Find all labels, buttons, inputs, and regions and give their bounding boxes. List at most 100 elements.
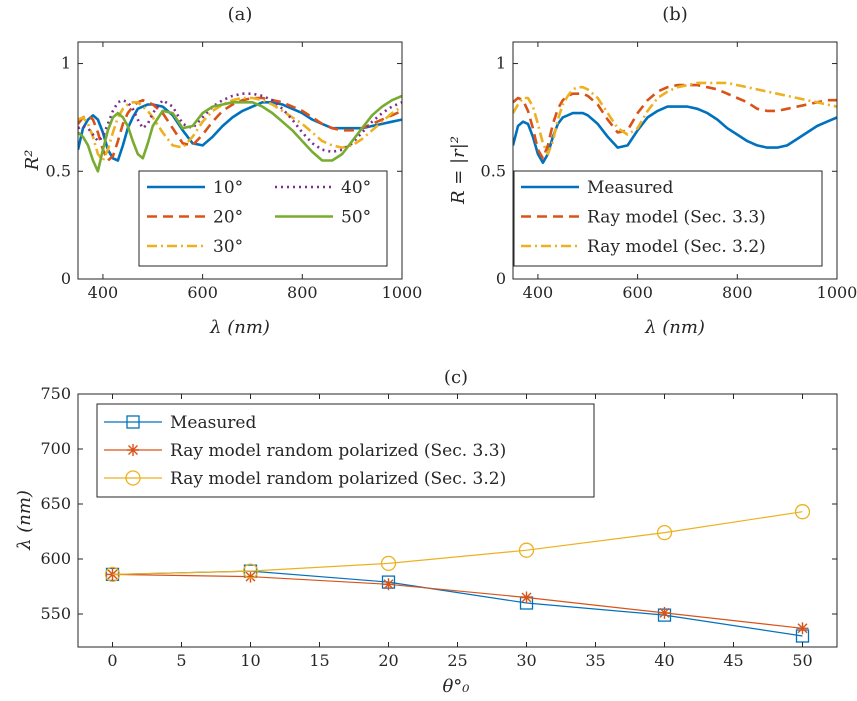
y-tick-label: 0.5 (46, 161, 71, 180)
legend-label: 40° (341, 178, 371, 198)
panel-a-y-axis: 00.51 (46, 54, 402, 288)
x-tick: 1000 (382, 42, 422, 302)
x-tick: 1000 (817, 42, 857, 302)
x-tick-label: 800 (287, 283, 318, 302)
y-tick-label: 1 (61, 54, 71, 73)
x-tick-label: 40 (654, 651, 674, 670)
panel-b-y-label: R = |r|² (448, 136, 469, 205)
x-tick-label: 1000 (817, 283, 857, 302)
legend-marker (127, 444, 139, 456)
x-tick-label: 800 (722, 283, 753, 302)
data-point-marker (380, 555, 397, 572)
panel-c-x-label: θ°₀ (442, 676, 469, 697)
panel-c-title: (c) (444, 367, 468, 388)
series-line-4 (78, 94, 402, 173)
panel-c-x-axis: 0 5 10 15 20 25 30 35 40 45 50 (107, 394, 813, 670)
x-tick: 30 (516, 394, 537, 670)
panel-c: (c) 0 5 10 15 20 25 30 35 40 45 50 550 600 650 700 750… (14, 367, 838, 697)
legend-entry: Ray model (Sec. 3.2) (521, 237, 766, 257)
y-tick-label: 0.5 (481, 161, 506, 180)
y-tick-label: 0 (496, 269, 506, 288)
x-tick: 25 (447, 394, 468, 670)
data-point-marker (244, 570, 257, 583)
panel-a-series-layer (78, 92, 402, 173)
legend-label: Ray model (Sec. 3.3) (587, 208, 766, 228)
panel-c-y-axis: 550 600 650 700 750 (40, 384, 837, 623)
x-tick-label: 20 (378, 651, 398, 670)
panel-a-y-label: R² (22, 150, 43, 172)
y-tick: 0.5 (46, 161, 402, 180)
y-tick-label: 650 (40, 494, 71, 513)
legend-entry: 30° (147, 237, 243, 257)
y-tick: 1 (61, 54, 402, 73)
x-tick: 400 (88, 42, 119, 302)
x-tick: 10 (240, 394, 261, 670)
panel-a-legend: 10° 20° 30° 40° 50° (138, 170, 388, 267)
legend-label: Ray model (Sec. 3.2) (587, 237, 766, 257)
series-line-2 (78, 96, 402, 162)
data-point-marker (104, 566, 121, 583)
legend-entry: 20° (147, 208, 243, 228)
x-tick: 800 (722, 42, 753, 302)
legend-label: Measured (170, 413, 256, 433)
panel-b-y-axis: 00.51 (481, 54, 837, 288)
x-tick: 0 (107, 394, 118, 670)
x-tick-label: 600 (622, 283, 653, 302)
panel-a-x-axis: 400 600 800 1000 (88, 42, 422, 302)
x-tick-label: 5 (176, 651, 186, 670)
data-point-marker (520, 591, 533, 604)
x-tick-label: 400 (88, 283, 119, 302)
x-tick: 400 (523, 42, 554, 302)
legend-entry: Measured (521, 178, 673, 198)
legend-marker (126, 415, 140, 429)
x-tick-label: 50 (792, 651, 812, 670)
legend-entry: 10° (147, 178, 243, 198)
panel-b-x-label: λ (nm) (644, 317, 705, 338)
data-point-marker (518, 542, 535, 558)
x-tick: 5 (176, 394, 187, 670)
legend-label: Ray model random polarized (Sec. 3.3) (170, 441, 506, 461)
panel-a-legend-items: 10° 20° 30° 40° 50° (147, 178, 371, 257)
x-tick-label: 15 (309, 651, 329, 670)
data-point-marker (656, 524, 673, 541)
x-tick: 600 (622, 42, 653, 302)
legend-entry: 40° (275, 178, 371, 198)
panel-a: (a) 400 600 800 1000 00.51 λ (nm) R² 10°20°… (22, 4, 422, 338)
y-tick-label: 750 (40, 384, 71, 403)
x-tick: 15 (309, 394, 330, 670)
x-tick-label: 0 (107, 651, 117, 670)
y-tick: 600 (40, 549, 837, 568)
y-tick: 650 (40, 494, 837, 513)
y-tick-label: 0 (61, 269, 71, 288)
x-tick-label: 25 (447, 651, 467, 670)
y-tick: 750 (40, 384, 837, 403)
y-tick: 700 (40, 439, 837, 458)
x-tick-label: 35 (585, 651, 605, 670)
x-tick-label: 400 (523, 283, 554, 302)
legend-marker (125, 470, 141, 486)
x-tick-label: 30 (516, 651, 536, 670)
data-point-marker (794, 504, 811, 520)
series-line-1 (112, 573, 803, 629)
x-tick: 600 (187, 42, 218, 302)
x-tick-label: 45 (723, 651, 743, 670)
legend-label: 10° (213, 178, 243, 198)
series-line-1 (513, 83, 837, 160)
series-line-3 (78, 92, 402, 154)
panel-b-legend: Measured Ray model (Sec. 3.3) Ray model (S… (513, 170, 823, 267)
panel-a-x-label: λ (nm) (209, 317, 270, 338)
panel-b-legend-items: Measured Ray model (Sec. 3.3) Ray model (S… (521, 178, 766, 257)
x-tick-label: 600 (187, 283, 218, 302)
data-point-marker (658, 606, 671, 619)
series-line-1 (78, 96, 402, 162)
panel-c-y-label: λ (nm) (14, 490, 35, 551)
panel-c-series-layer (104, 504, 811, 643)
y-tick-label: 700 (40, 439, 71, 458)
x-tick: 50 (792, 394, 813, 670)
legend-entry: Ray model random polarized (Sec. 3.3) (104, 441, 506, 461)
x-tick: 45 (723, 394, 744, 670)
y-tick-label: 1 (496, 54, 506, 73)
series-line-2 (112, 511, 803, 575)
panel-b: (b) 400 600 800 1000 00.51 λ (nm) R = |r|² … (448, 4, 857, 338)
